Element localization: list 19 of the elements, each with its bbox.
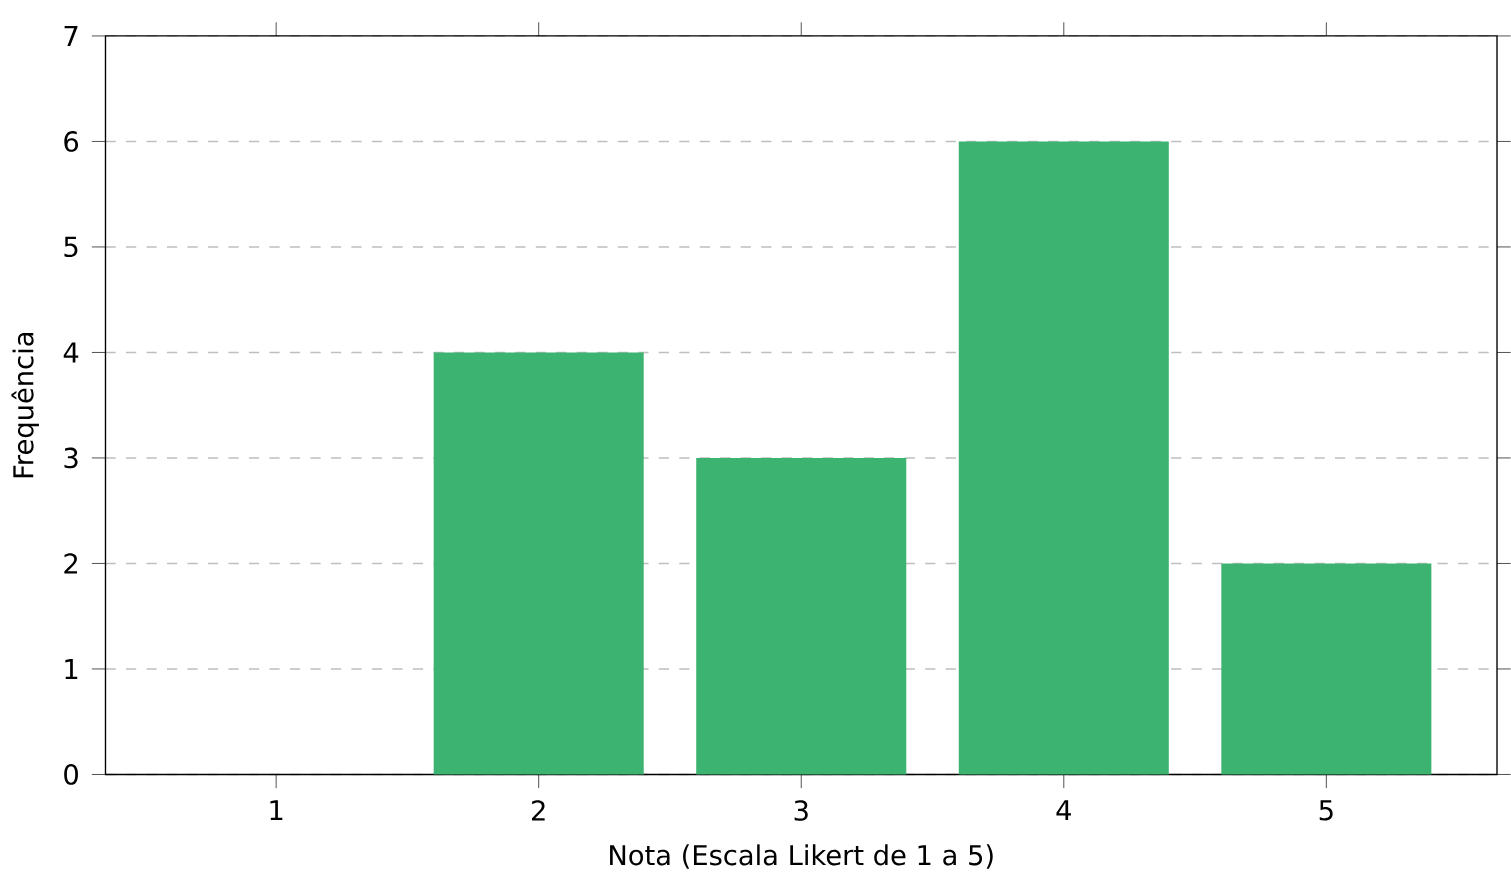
x-tick-label: 2	[531, 800, 545, 821]
bar	[696, 457, 907, 775]
y-axis-title: Frequência	[11, 333, 39, 478]
y-tick-label: 6	[64, 131, 79, 152]
x-tick-label: 5	[1319, 800, 1333, 821]
x-axis-title: Nota (Escala Likert de 1 a 5)	[610, 844, 993, 869]
y-tick-label: 5	[64, 236, 78, 258]
y-tick-label: 3	[64, 447, 78, 469]
x-tick-label: 1	[270, 800, 283, 821]
y-tick-label: 4	[63, 342, 79, 363]
y-tick-label: 2	[64, 553, 77, 574]
y-tick-label: 0	[64, 764, 78, 785]
x-tick-label: 3	[794, 800, 808, 821]
bar	[1221, 563, 1432, 775]
y-tick-label: 7	[64, 25, 78, 46]
bar	[433, 352, 644, 775]
bar	[958, 141, 1169, 775]
x-tick-label: 4	[1056, 800, 1071, 821]
y-tick-label: 1	[65, 658, 78, 679]
